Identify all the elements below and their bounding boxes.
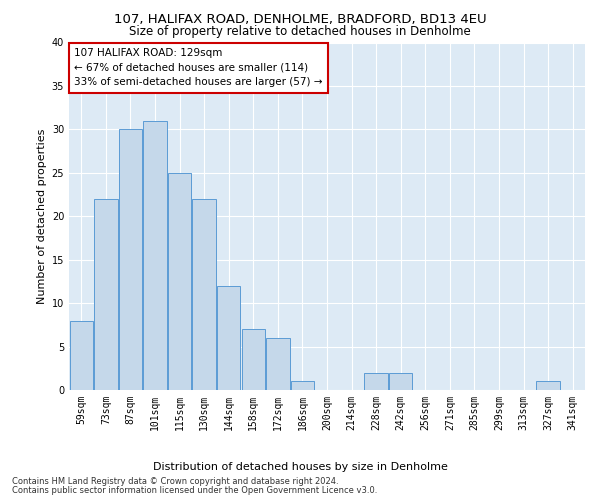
- Bar: [168, 173, 191, 390]
- Bar: [94, 199, 118, 390]
- Bar: [266, 338, 290, 390]
- Bar: [242, 329, 265, 390]
- Bar: [217, 286, 241, 390]
- Text: Contains public sector information licensed under the Open Government Licence v3: Contains public sector information licen…: [12, 486, 377, 495]
- Bar: [389, 372, 412, 390]
- Bar: [119, 130, 142, 390]
- Y-axis label: Number of detached properties: Number of detached properties: [37, 128, 47, 304]
- Bar: [70, 320, 93, 390]
- Bar: [364, 372, 388, 390]
- Bar: [143, 120, 167, 390]
- Text: Contains HM Land Registry data © Crown copyright and database right 2024.: Contains HM Land Registry data © Crown c…: [12, 477, 338, 486]
- Bar: [193, 199, 216, 390]
- Bar: [291, 382, 314, 390]
- Text: 107 HALIFAX ROAD: 129sqm
← 67% of detached houses are smaller (114)
33% of semi-: 107 HALIFAX ROAD: 129sqm ← 67% of detach…: [74, 48, 323, 88]
- Text: 107, HALIFAX ROAD, DENHOLME, BRADFORD, BD13 4EU: 107, HALIFAX ROAD, DENHOLME, BRADFORD, B…: [113, 12, 487, 26]
- Bar: [536, 382, 560, 390]
- Text: Size of property relative to detached houses in Denholme: Size of property relative to detached ho…: [129, 25, 471, 38]
- Text: Distribution of detached houses by size in Denholme: Distribution of detached houses by size …: [152, 462, 448, 472]
